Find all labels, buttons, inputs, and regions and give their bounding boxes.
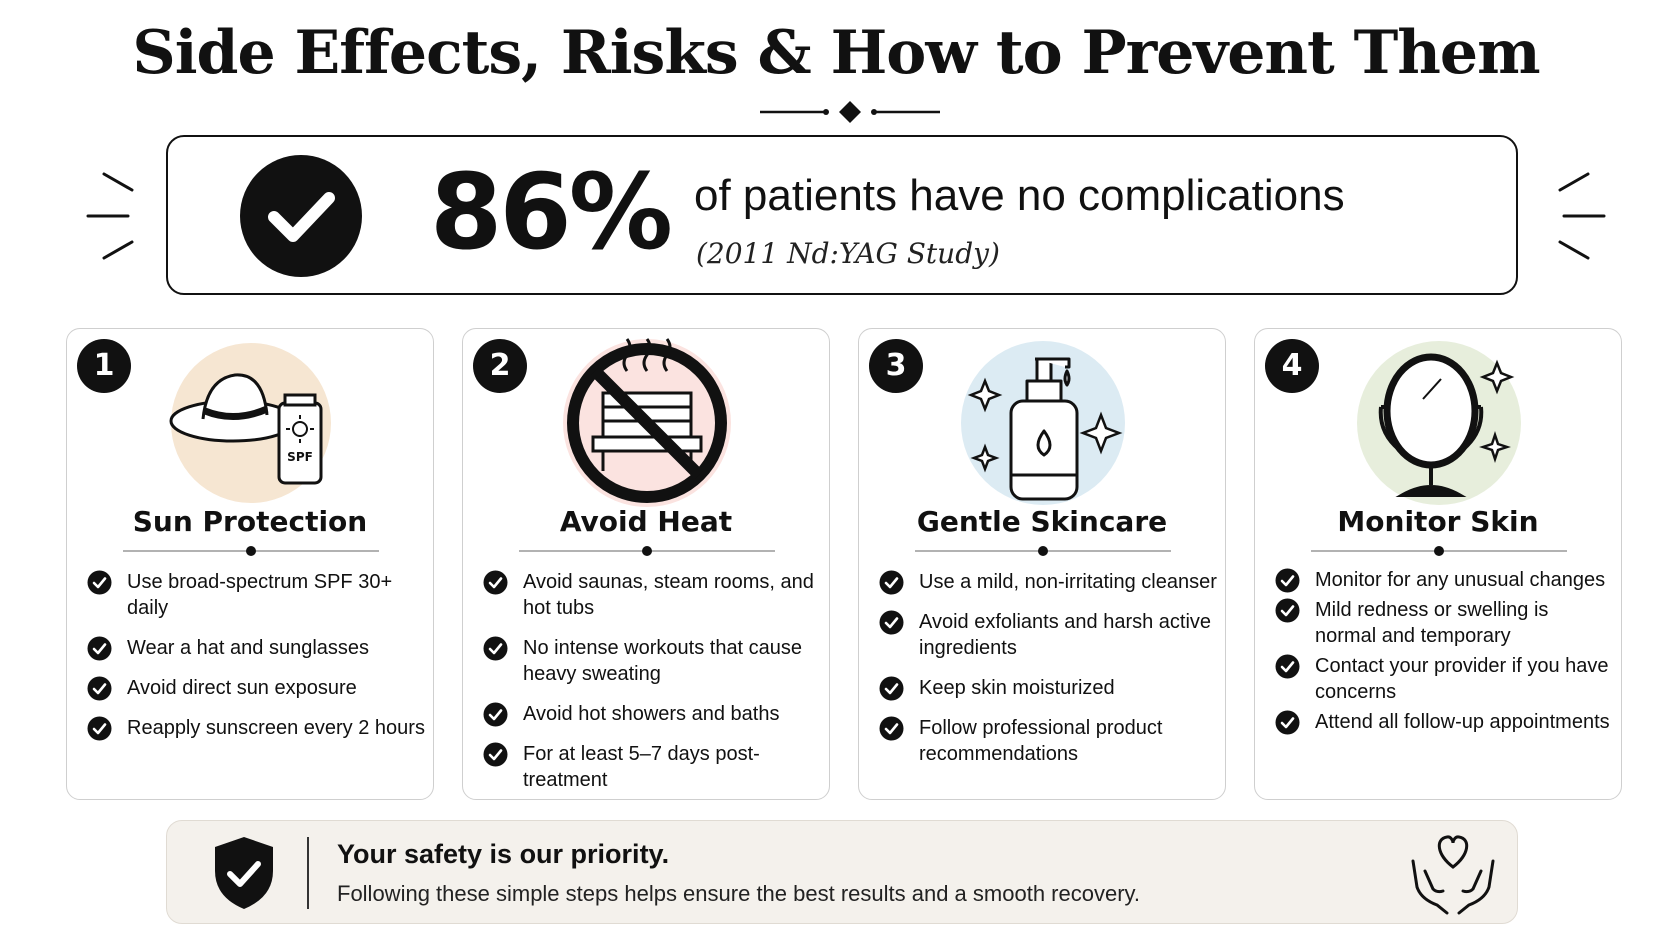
list-item: Avoid direct sun exposure <box>87 675 425 701</box>
check-icon <box>879 610 904 635</box>
card-gentle-skincare: 3 Gentle Skincare Use a mild, non-irrita… <box>858 328 1226 800</box>
title-divider <box>760 101 940 123</box>
list-item: Mild redness or swelling is normal and t… <box>1275 597 1613 649</box>
list-item: Use broad-spectrum SPF 30+ daily <box>87 569 425 621</box>
list-item: Attend all follow-up appointments <box>1275 709 1613 735</box>
list-item: Keep skin moisturized <box>879 675 1217 701</box>
no-sauna-icon <box>563 338 731 507</box>
check-icon <box>1275 710 1300 735</box>
footer-separator <box>307 837 309 909</box>
card-number: 2 <box>473 339 527 393</box>
stat-panel: 86% of patients have no complications (2… <box>166 135 1518 295</box>
stat-source: (2011 Nd:YAG Study) <box>696 237 1000 270</box>
check-icon <box>879 570 904 595</box>
list-item: Follow professional product recommendati… <box>879 715 1217 767</box>
rays-right-icon <box>1558 172 1606 260</box>
check-icon <box>879 716 904 741</box>
footer-body: Following these simple steps helps ensur… <box>337 881 1140 906</box>
card-rule <box>519 546 775 556</box>
card-avoid-heat: 2 Avoid Heat Avoid saunas, steam rooms, … <box>462 328 830 800</box>
stat-text: of patients have no complications <box>694 171 1345 220</box>
list-item: No intense workouts that cause heavy swe… <box>483 635 821 687</box>
list-item: Monitor for any unusual changes <box>1275 567 1613 593</box>
list-item: Avoid exfoliants and harsh active ingred… <box>879 609 1217 661</box>
card-monitor-skin: 4 Monitor Skin Monitor for any unusual c… <box>1254 328 1622 800</box>
card-number: 1 <box>77 339 131 393</box>
list-item: For at least 5–7 days post-treatment <box>483 741 821 793</box>
card-sun-protection: 1 SPF Sun Protection Use broad-spectrum … <box>66 328 434 800</box>
spf-label: SPF <box>287 450 313 464</box>
hat-sunscreen-icon: SPF <box>169 343 331 503</box>
check-icon <box>87 570 112 595</box>
card-title: Sun Protection <box>132 505 368 538</box>
check-icon <box>87 636 112 661</box>
card-title: Avoid Heat <box>559 505 733 538</box>
heart-hands-icon <box>1411 835 1495 915</box>
list-item: Reapply sunscreen every 2 hours <box>87 715 425 741</box>
card-list: Avoid saunas, steam rooms, and hot tubs … <box>483 569 821 807</box>
footer-banner: Your safety is our priority. Following t… <box>166 820 1518 924</box>
list-item: Use a mild, non-irritating cleanser <box>879 569 1217 595</box>
card-title: Gentle Skincare <box>916 505 1168 538</box>
check-icon <box>483 702 508 727</box>
check-icon <box>483 636 508 661</box>
card-title: Monitor Skin <box>1337 505 1539 538</box>
check-icon <box>483 570 508 595</box>
footer-heading: Your safety is our priority. <box>337 839 670 869</box>
list-item: Avoid hot showers and baths <box>483 701 821 727</box>
check-icon <box>87 676 112 701</box>
list-item: Wear a hat and sunglasses <box>87 635 425 661</box>
check-icon <box>879 676 904 701</box>
card-list: Monitor for any unusual changes Mild red… <box>1275 567 1613 739</box>
card-number: 3 <box>869 339 923 393</box>
rays-left-icon <box>86 172 134 260</box>
check-icon <box>483 742 508 767</box>
card-list: Use a mild, non-irritating cleanser Avoi… <box>879 569 1217 781</box>
stat-value: 86% <box>430 151 673 273</box>
list-item: Contact your provider if you have concer… <box>1275 653 1613 705</box>
pump-bottle-icon <box>961 341 1125 505</box>
check-icon <box>1275 654 1300 679</box>
list-item: Avoid saunas, steam rooms, and hot tubs <box>483 569 821 621</box>
check-icon <box>1275 598 1300 623</box>
card-rule <box>1311 546 1567 556</box>
check-circle-icon <box>240 155 362 277</box>
mirror-icon <box>1357 341 1521 505</box>
card-list: Use broad-spectrum SPF 30+ daily Wear a … <box>87 569 425 755</box>
card-number: 4 <box>1265 339 1319 393</box>
check-icon <box>1275 568 1300 593</box>
card-rule <box>915 546 1171 556</box>
shield-check-icon <box>215 837 273 909</box>
page-title: Side Effects, Risks & How to Prevent The… <box>132 18 1540 88</box>
check-icon <box>87 716 112 741</box>
card-rule <box>123 546 379 556</box>
